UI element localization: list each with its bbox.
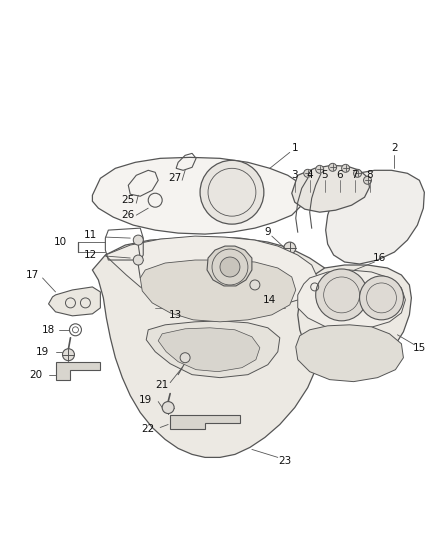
Circle shape	[133, 235, 143, 245]
Text: 26: 26	[122, 210, 135, 220]
Text: 16: 16	[373, 253, 386, 263]
Circle shape	[133, 255, 143, 265]
Text: 17: 17	[26, 270, 39, 280]
Circle shape	[316, 269, 367, 321]
Text: 4: 4	[307, 170, 313, 180]
Text: 2: 2	[391, 143, 398, 154]
Polygon shape	[140, 260, 296, 322]
Polygon shape	[326, 171, 424, 264]
Circle shape	[180, 353, 190, 362]
Circle shape	[364, 176, 371, 184]
Bar	[160, 195, 180, 204]
Polygon shape	[292, 165, 370, 212]
Polygon shape	[49, 287, 100, 316]
Text: 27: 27	[169, 173, 182, 183]
Bar	[160, 207, 180, 216]
Text: 7: 7	[351, 170, 358, 180]
Text: 18: 18	[42, 325, 55, 335]
Polygon shape	[106, 236, 318, 310]
Polygon shape	[56, 362, 100, 379]
Text: 21: 21	[155, 379, 169, 390]
Circle shape	[250, 280, 260, 290]
Polygon shape	[170, 415, 240, 430]
Text: 19: 19	[36, 347, 49, 357]
Polygon shape	[146, 321, 280, 378]
Text: 25: 25	[122, 195, 135, 205]
Circle shape	[284, 242, 296, 254]
Text: 12: 12	[84, 250, 97, 260]
Circle shape	[162, 401, 174, 414]
Text: 9: 9	[265, 227, 271, 237]
Text: 15: 15	[413, 343, 426, 353]
Circle shape	[304, 169, 312, 177]
Circle shape	[360, 276, 403, 320]
Circle shape	[342, 164, 350, 172]
Polygon shape	[92, 237, 332, 457]
Polygon shape	[207, 246, 252, 286]
Polygon shape	[296, 325, 403, 382]
Text: 13: 13	[169, 310, 182, 320]
Text: 8: 8	[366, 170, 373, 180]
Circle shape	[353, 169, 361, 177]
Polygon shape	[298, 265, 411, 370]
Text: 20: 20	[29, 370, 42, 379]
Circle shape	[328, 163, 337, 171]
Bar	[160, 183, 180, 192]
Text: 11: 11	[84, 230, 97, 240]
Polygon shape	[92, 157, 305, 234]
Text: 19: 19	[138, 394, 152, 405]
Circle shape	[220, 257, 240, 277]
Text: 1: 1	[291, 143, 298, 154]
Text: 10: 10	[54, 237, 67, 247]
Text: 22: 22	[141, 424, 155, 434]
Text: 6: 6	[336, 170, 343, 180]
Circle shape	[200, 160, 264, 224]
Text: 3: 3	[291, 170, 298, 180]
Polygon shape	[298, 270, 406, 330]
Polygon shape	[280, 268, 300, 275]
Text: 23: 23	[278, 456, 291, 466]
Text: 5: 5	[321, 170, 328, 180]
Circle shape	[316, 165, 324, 173]
Circle shape	[63, 349, 74, 361]
Text: 14: 14	[263, 295, 276, 305]
Polygon shape	[158, 328, 260, 372]
